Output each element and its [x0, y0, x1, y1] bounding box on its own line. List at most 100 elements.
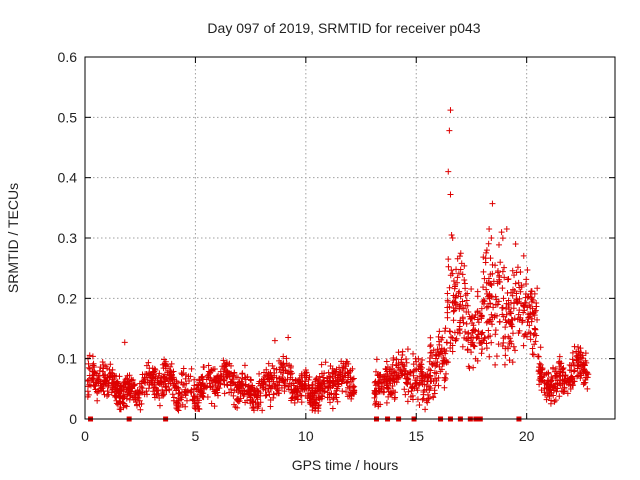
data-point — [452, 281, 459, 288]
data-point — [330, 396, 337, 403]
data-point — [575, 348, 582, 355]
data-point — [101, 391, 108, 398]
data-point — [535, 353, 542, 360]
data-point — [550, 365, 557, 372]
data-point — [181, 381, 188, 388]
data-point — [512, 241, 519, 248]
data-point — [169, 391, 176, 398]
data-point — [489, 321, 496, 328]
data-point — [450, 298, 457, 305]
data-point — [499, 285, 506, 292]
data-point — [448, 334, 455, 341]
data-point — [581, 379, 588, 386]
data-point — [403, 359, 410, 366]
data-point — [235, 379, 242, 386]
data-point — [209, 386, 216, 393]
data-point — [496, 276, 503, 283]
data-point — [347, 376, 354, 383]
data-point — [455, 270, 462, 277]
data-point — [427, 342, 434, 349]
data-point — [211, 366, 218, 373]
data-point — [529, 351, 536, 358]
data-point — [278, 376, 285, 383]
data-point — [228, 378, 235, 385]
data-point — [236, 384, 243, 391]
data-point — [511, 272, 518, 279]
data-point — [509, 359, 516, 366]
data-point — [390, 356, 397, 363]
data-point — [529, 305, 536, 312]
data-point — [543, 380, 550, 387]
data-point — [86, 352, 93, 359]
data-point — [292, 377, 299, 384]
data-point — [539, 366, 546, 373]
data-point — [561, 384, 568, 391]
data-point — [282, 367, 289, 374]
data-point — [278, 361, 285, 368]
data-point — [513, 290, 520, 297]
data-point — [199, 393, 206, 400]
data-point — [84, 377, 91, 384]
data-point — [507, 308, 514, 315]
data-point — [89, 376, 96, 383]
data-point — [564, 390, 571, 397]
data-point — [247, 377, 254, 384]
data-point — [104, 392, 111, 399]
data-point — [337, 376, 344, 383]
data-point — [528, 318, 535, 325]
data-point — [450, 317, 457, 324]
data-point — [457, 301, 464, 308]
data-point — [516, 327, 523, 334]
data-point — [485, 240, 492, 247]
data-point — [104, 383, 111, 390]
data-point — [468, 349, 475, 356]
data-point — [431, 369, 438, 376]
data-point — [479, 346, 486, 353]
data-point — [409, 392, 416, 399]
data-point — [515, 311, 522, 318]
data-point — [126, 396, 133, 403]
data-point — [231, 401, 238, 408]
data-point — [508, 316, 515, 323]
data-point — [111, 392, 118, 399]
data-point — [509, 267, 516, 274]
data-point — [85, 383, 92, 390]
data-point — [584, 385, 591, 392]
data-point — [332, 381, 339, 388]
data-point — [303, 369, 310, 376]
data-point — [89, 368, 96, 375]
data-point — [188, 365, 195, 372]
data-point — [201, 364, 208, 371]
data-point — [150, 384, 157, 391]
data-point — [486, 225, 493, 232]
data-point — [488, 339, 495, 346]
data-point — [231, 370, 238, 377]
data-point — [162, 378, 169, 385]
data-point — [520, 252, 527, 259]
data-point — [248, 384, 255, 391]
data-point — [432, 363, 439, 370]
data-point — [401, 386, 408, 393]
data-point — [489, 270, 496, 277]
x-tick-label: 20 — [519, 428, 535, 444]
data-point — [577, 345, 584, 352]
data-point — [179, 389, 186, 396]
data-point — [520, 342, 527, 349]
data-point — [114, 378, 121, 385]
data-point — [414, 387, 421, 394]
data-point — [269, 374, 276, 381]
data-point — [532, 338, 539, 345]
data-point — [434, 359, 441, 366]
data-point — [334, 398, 341, 405]
data-point — [505, 304, 512, 311]
data-point — [194, 381, 201, 388]
data-point — [334, 385, 341, 392]
data-point — [526, 322, 533, 329]
data-point — [419, 356, 426, 363]
data-point — [483, 319, 490, 326]
data-point — [281, 388, 288, 395]
data-point — [267, 369, 274, 376]
data-point — [403, 379, 410, 386]
x-axis-label: GPS time / hours — [292, 457, 399, 473]
